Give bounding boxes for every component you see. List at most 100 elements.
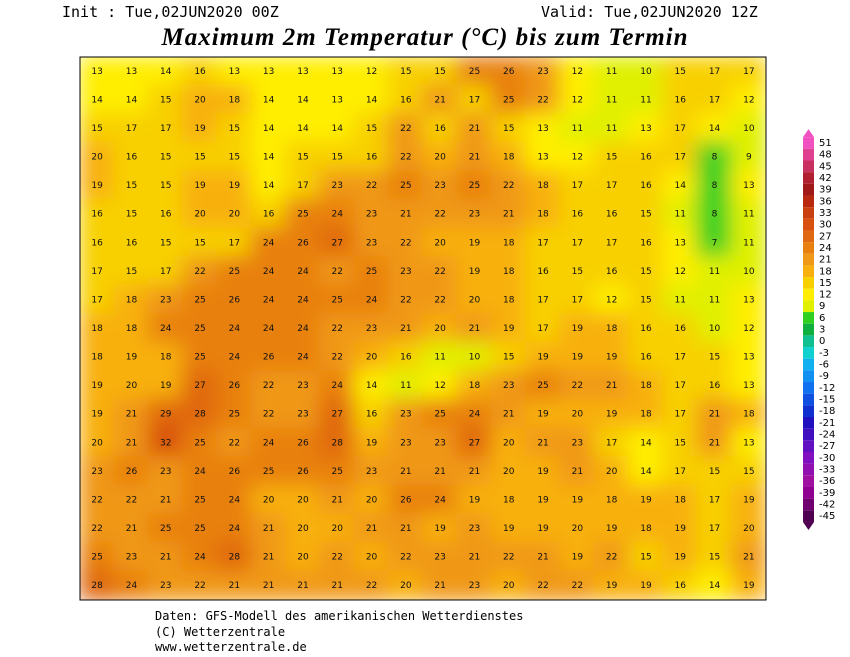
temperature-value: 20: [434, 238, 446, 248]
temperature-value: 24: [332, 381, 344, 391]
temperature-value: 24: [263, 238, 275, 248]
field-cell: [319, 398, 356, 430]
field-cell: [730, 313, 766, 344]
field-cell: [387, 256, 424, 287]
temperature-value: 15: [229, 124, 240, 134]
temperature-value: 21: [160, 495, 171, 505]
field-cell: [662, 284, 699, 316]
temperature-value: 17: [675, 353, 686, 363]
temperature-value: 22: [366, 581, 377, 591]
temperature-value: 16: [263, 210, 275, 220]
temperature-value: 14: [160, 67, 172, 77]
field-cell: [147, 398, 184, 430]
temperature-value: 7: [712, 238, 718, 248]
temperature-value: 24: [263, 324, 275, 334]
temperature-value: 26: [229, 381, 241, 391]
footer-copyright: (C) Wetterzentrale: [155, 625, 285, 639]
field-cell: [181, 427, 219, 459]
temperature-value: 24: [229, 524, 241, 534]
temperature-value: 20: [366, 495, 378, 505]
field-cell: [593, 256, 630, 287]
temperature-value: 25: [469, 67, 480, 77]
temperature-value: 20: [126, 381, 138, 391]
temperature-value: 10: [469, 353, 481, 363]
field-cell: [353, 570, 390, 600]
field-cell: [662, 198, 699, 230]
field-cell: [80, 256, 116, 287]
temperature-value: 19: [194, 124, 206, 134]
field-cell: [216, 370, 253, 401]
temperature-value: 14: [126, 95, 138, 105]
temperature-value: 18: [606, 495, 618, 505]
field-cell: [730, 570, 766, 600]
temperature-value: 17: [537, 238, 548, 248]
temperature-value: 15: [572, 267, 583, 277]
field-cell: [353, 198, 390, 230]
field-cell: [456, 570, 493, 600]
temperature-value: 19: [572, 324, 584, 334]
field-cell: [353, 141, 390, 173]
field-cell: [696, 370, 733, 401]
colorbar-swatch: [803, 405, 814, 418]
field-cell: [524, 256, 562, 287]
field-cell: [319, 541, 356, 573]
field-cell: [147, 313, 184, 344]
temperature-value: 22: [503, 181, 514, 191]
temperature-value: 18: [91, 324, 103, 334]
temperature-value: 13: [743, 181, 754, 191]
colorbar-label: -9: [819, 371, 829, 382]
temperature-value: 25: [229, 410, 240, 420]
field-cell: [524, 113, 562, 144]
colorbar-swatch: [803, 440, 814, 452]
field-cell: [662, 484, 699, 516]
temperature-value: 18: [126, 295, 138, 305]
temperature-value: 25: [160, 524, 171, 534]
colorbar-label: 18: [819, 266, 832, 277]
temperature-value: 26: [297, 467, 309, 477]
field-cell: [181, 370, 219, 401]
temperature-value: 21: [332, 495, 343, 505]
colorbar: 51484542393633302724211815129630-3-6-9-1…: [803, 129, 835, 530]
temperature-value: 20: [194, 210, 206, 220]
temperature-value: 17: [572, 238, 583, 248]
colorbar-swatch: [803, 498, 814, 511]
field-cell: [593, 570, 630, 600]
field-cell: [284, 57, 322, 87]
field-cell: [593, 198, 630, 230]
field-cell: [353, 57, 390, 87]
temperature-value: 15: [194, 238, 205, 248]
colorbar-label: 9: [819, 301, 825, 312]
temperature-value: 20: [297, 495, 309, 505]
field-cell: [113, 170, 150, 201]
temperature-value: 17: [297, 181, 308, 191]
temperature-value: 12: [675, 267, 686, 277]
field-cell: [593, 398, 630, 430]
temperature-value: 22: [606, 553, 617, 563]
field-cell: [456, 57, 493, 87]
field-cell: [422, 227, 459, 259]
field-cell: [662, 227, 699, 259]
field-cell: [113, 484, 150, 516]
temperature-value: 25: [434, 410, 445, 420]
field-cell: [284, 313, 322, 344]
field-cell: [422, 141, 459, 173]
temperature-value: 14: [675, 181, 687, 191]
temperature-value: 25: [469, 181, 480, 191]
field-cell: [113, 541, 150, 573]
temperature-value: 19: [537, 353, 549, 363]
field-cell: [113, 113, 150, 144]
temperature-value: 27: [332, 238, 343, 248]
temperature-value: 17: [572, 181, 583, 191]
temperature-value: 27: [332, 410, 343, 420]
temperature-value: 23: [469, 581, 480, 591]
field-cell: [113, 198, 150, 230]
temperature-value: 16: [640, 181, 652, 191]
field-cell: [80, 227, 116, 259]
colorbar-swatch: [803, 382, 814, 394]
colorbar-bottom-arrow: [803, 521, 814, 530]
field-cell: [250, 398, 287, 430]
field-cell: [80, 370, 116, 401]
temperature-value: 15: [743, 467, 754, 477]
temperature-value: 15: [160, 95, 171, 105]
field-cell: [662, 570, 699, 600]
